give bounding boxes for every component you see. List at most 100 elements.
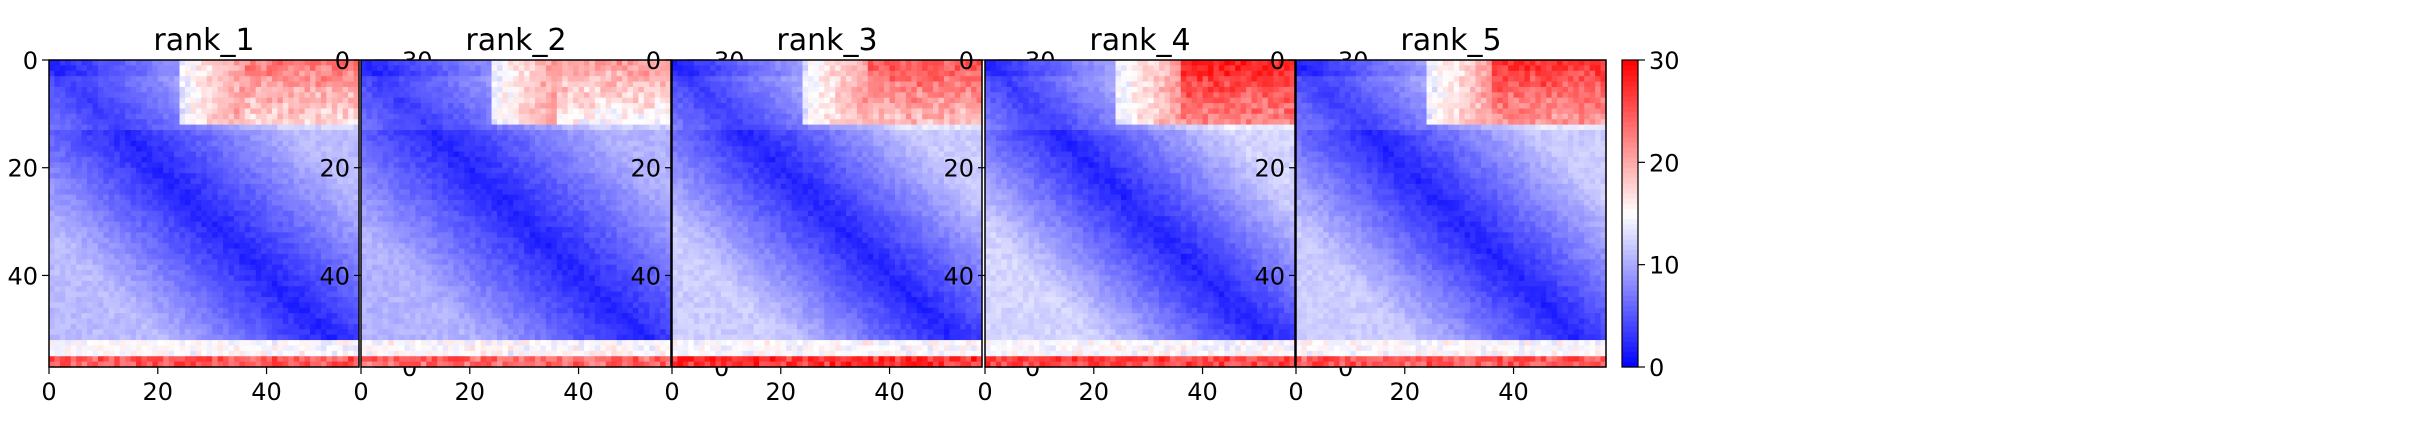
heatmap-cell [315,184,321,190]
heatmap-cell [272,92,278,98]
heatmap-cell [595,92,601,98]
heatmap-cell [65,335,71,341]
heatmap-cell [649,125,655,131]
heatmap-cell [250,259,256,265]
heatmap-cell [383,162,389,168]
heatmap-cell [87,222,93,228]
heatmap-cell [299,152,305,158]
heatmap-cell [223,60,229,66]
heatmap-cell [299,157,305,163]
heatmap-cell [595,178,601,184]
heatmap-cell [60,335,66,341]
heatmap-cell [299,286,305,292]
heatmap-cell [109,356,115,362]
heatmap-cell [261,238,267,244]
heatmap-cell [530,108,536,114]
heatmap-cell [310,125,316,131]
heatmap-cell [410,211,416,217]
heatmap-cell [377,184,383,190]
heatmap-cell [136,232,142,238]
heatmap-cell [299,60,305,66]
heatmap-cell [361,125,367,131]
heatmap-cell [272,152,278,158]
heatmap-cell [326,92,332,98]
heatmap-cell [82,249,88,255]
heatmap-cell [606,98,612,104]
heatmap-cell [633,125,639,131]
heatmap-cell [299,168,305,174]
heatmap-cell [432,60,438,66]
heatmap-cell [321,319,327,325]
heatmap-cell [519,130,525,136]
heatmap-cell [519,71,525,77]
heatmap-cell [223,249,229,255]
heatmap-cell [158,178,164,184]
heatmap-cell [223,319,229,325]
heatmap-cell [267,351,273,357]
heatmap-cell [383,200,389,206]
heatmap-cell [617,130,623,136]
heatmap-cell [579,205,585,211]
heatmap-cell [180,125,186,131]
heatmap-cell [49,222,55,228]
heatmap-cell [201,238,207,244]
heatmap-cell [163,87,169,93]
heatmap-cell [82,189,88,195]
heatmap-cell [606,130,612,136]
heatmap-cell [288,87,294,93]
heatmap-cell [82,76,88,82]
heatmap-cell [321,345,327,351]
heatmap-cell [508,200,514,206]
heatmap-cell [267,249,273,255]
heatmap-cell [508,162,514,168]
heatmap-cell [174,92,180,98]
heatmap-cell [579,92,585,98]
heatmap-cell [294,162,300,168]
heatmap-cell [315,130,321,136]
heatmap-cell [464,130,470,136]
heatmap-cell [256,135,262,141]
heatmap-cell [98,308,104,314]
heatmap-cell [109,254,115,260]
heatmap-cell [372,119,378,125]
heatmap-cell [348,189,354,195]
heatmap-cell [589,103,595,109]
heatmap-cell [432,141,438,147]
heatmap-cell [223,340,229,346]
heatmap-cell [283,152,289,158]
heatmap-cell [82,308,88,314]
heatmap-cell [223,92,229,98]
heatmap-cell [131,216,137,222]
heatmap-cell [535,60,541,66]
heatmap-cell [617,119,623,125]
heatmap-cell [87,254,93,260]
heatmap-cell [372,108,378,114]
heatmap-cell [649,114,655,120]
heatmap-cell [201,92,207,98]
heatmap-cell [540,82,546,88]
heatmap-cell [638,71,644,77]
heatmap-cell [530,103,536,109]
heatmap-cell [131,302,137,308]
heatmap-cell [185,249,191,255]
heatmap-cell [109,141,115,147]
heatmap-cell [131,329,137,335]
heatmap-cell [405,189,411,195]
heatmap-cell [65,259,71,265]
heatmap-cell [82,265,88,271]
heatmap-cell [459,152,465,158]
heatmap-cell [530,157,536,163]
heatmap-cell [348,141,354,147]
heatmap-cell [343,227,349,233]
heatmap-cell [535,211,541,217]
heatmap-cell [196,103,202,109]
heatmap-cell [470,173,476,179]
heatmap-cell [432,152,438,158]
heatmap-cell [218,249,224,255]
heatmap-cell [595,114,601,120]
heatmap-cells [361,60,672,368]
heatmap-cell [125,227,131,233]
heatmap-cell [283,211,289,217]
heatmap-cell [562,189,568,195]
heatmap-cell [513,205,519,211]
